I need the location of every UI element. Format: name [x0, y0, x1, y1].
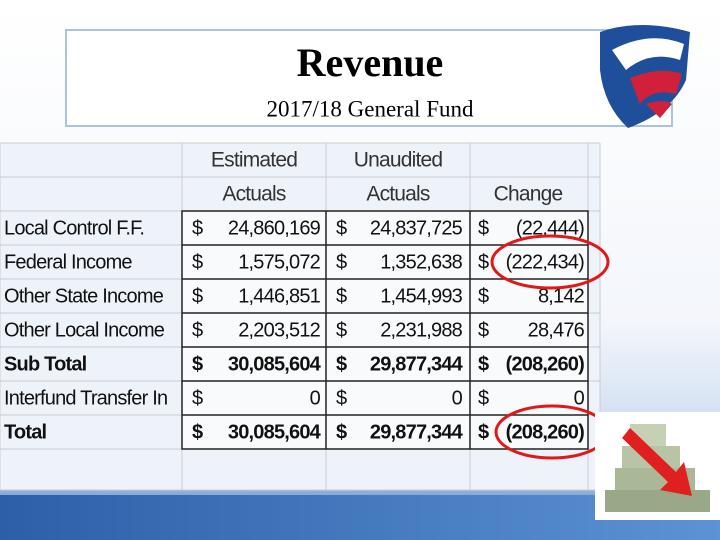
subtitle: 2017/18 General Fund: [267, 96, 474, 121]
cell: $: [192, 251, 203, 273]
cell: 30,085,604: [228, 353, 322, 375]
cell: 29,877,344: [370, 353, 464, 375]
cell: 1,575,072: [238, 251, 320, 273]
cell: (222,434): [506, 251, 585, 273]
cell: (208,260): [506, 353, 585, 375]
cell: $: [478, 285, 489, 307]
cell: $: [336, 319, 347, 341]
title: Revenue: [297, 40, 444, 85]
cell: $: [192, 353, 203, 375]
cell: $: [478, 319, 489, 341]
column-header: Unaudited: [354, 149, 443, 172]
cell: 29,877,344: [370, 421, 464, 443]
row-label: Federal Income: [4, 251, 132, 273]
cell: $: [192, 217, 203, 239]
row-label: Sub Total: [4, 353, 87, 375]
cell: $: [478, 421, 489, 443]
cell: 0: [310, 387, 321, 409]
cell: 24,837,725: [370, 217, 463, 239]
cell: 1,446,851: [238, 285, 320, 307]
row-label: Total: [4, 421, 47, 443]
cell: 0: [574, 387, 585, 409]
row-label: Interfund Transfer In: [4, 387, 167, 409]
cell: $: [192, 285, 203, 307]
cell: $: [478, 217, 489, 239]
row-label: Local Control F.F.: [4, 217, 144, 239]
cell: 1,352,638: [380, 251, 462, 273]
money-image: [595, 412, 720, 520]
cell: $: [192, 421, 203, 443]
table-border: [181, 210, 589, 450]
column-header: Actuals: [222, 183, 286, 206]
row-label: Other Local Income: [4, 319, 165, 341]
cell: 0: [452, 387, 463, 409]
highlight-circle: [490, 234, 610, 290]
cell: (208,260): [506, 421, 585, 443]
title-box: [65, 29, 673, 127]
cell: 24,860,169: [228, 217, 321, 239]
column-header: Estimated: [211, 149, 297, 172]
column-header: Actuals: [366, 183, 430, 206]
cell: $: [336, 285, 347, 307]
cell: $: [336, 217, 347, 239]
cell: $: [336, 421, 347, 443]
cell: $: [336, 251, 347, 273]
row-label: Other State Income: [4, 285, 164, 307]
cell: $: [192, 387, 203, 409]
cell: $: [478, 387, 489, 409]
logo: [600, 25, 690, 128]
cell: $: [336, 387, 347, 409]
cell: 1,454,993: [380, 285, 462, 307]
cell: 2,231,988: [380, 319, 462, 341]
table: Estimated Actuals Unaudited Actuals Change Lo…: [0, 142, 601, 491]
cell: 30,085,604: [228, 421, 322, 443]
cell: $: [478, 353, 489, 375]
cell: (22,444): [516, 217, 584, 239]
cell: $: [478, 251, 489, 273]
column-header: Change: [494, 183, 563, 206]
cell: 2,203,512: [238, 319, 320, 341]
cell: 8,142: [538, 285, 585, 307]
cell: 28,476: [528, 319, 585, 341]
cell: $: [192, 319, 203, 341]
cell: $: [336, 353, 347, 375]
